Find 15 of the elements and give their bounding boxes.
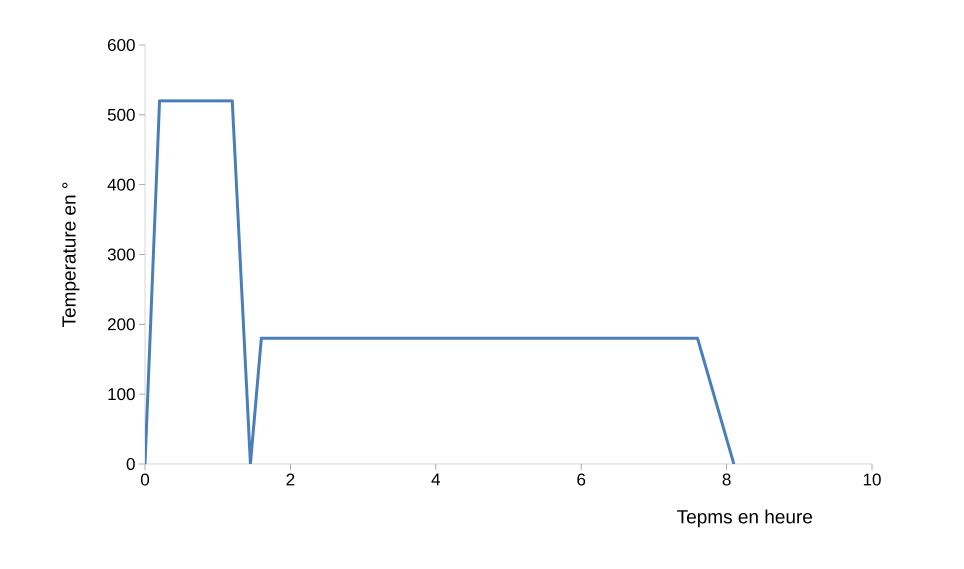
x-tick-label: 10: [864, 474, 881, 486]
y-tick-label: 0: [126, 458, 135, 470]
y-tick-label: 100: [108, 388, 135, 400]
x-tick-label: 4: [431, 474, 440, 486]
x-tick-label: 8: [722, 474, 731, 486]
y-axis-title: Temperature en °: [62, 182, 80, 328]
x-axis-title: Tepms en heure: [677, 510, 812, 528]
y-tick-label: 500: [108, 108, 135, 121]
y-tick-label: 400: [108, 178, 135, 191]
y-tick-label: 600: [108, 38, 135, 52]
x-tick-label: 6: [577, 474, 586, 486]
y-tick-label: 200: [108, 318, 135, 330]
y-tick-label: 300: [108, 248, 135, 261]
x-tick-label: 0: [140, 474, 150, 486]
x-tick-label: 2: [286, 474, 294, 486]
